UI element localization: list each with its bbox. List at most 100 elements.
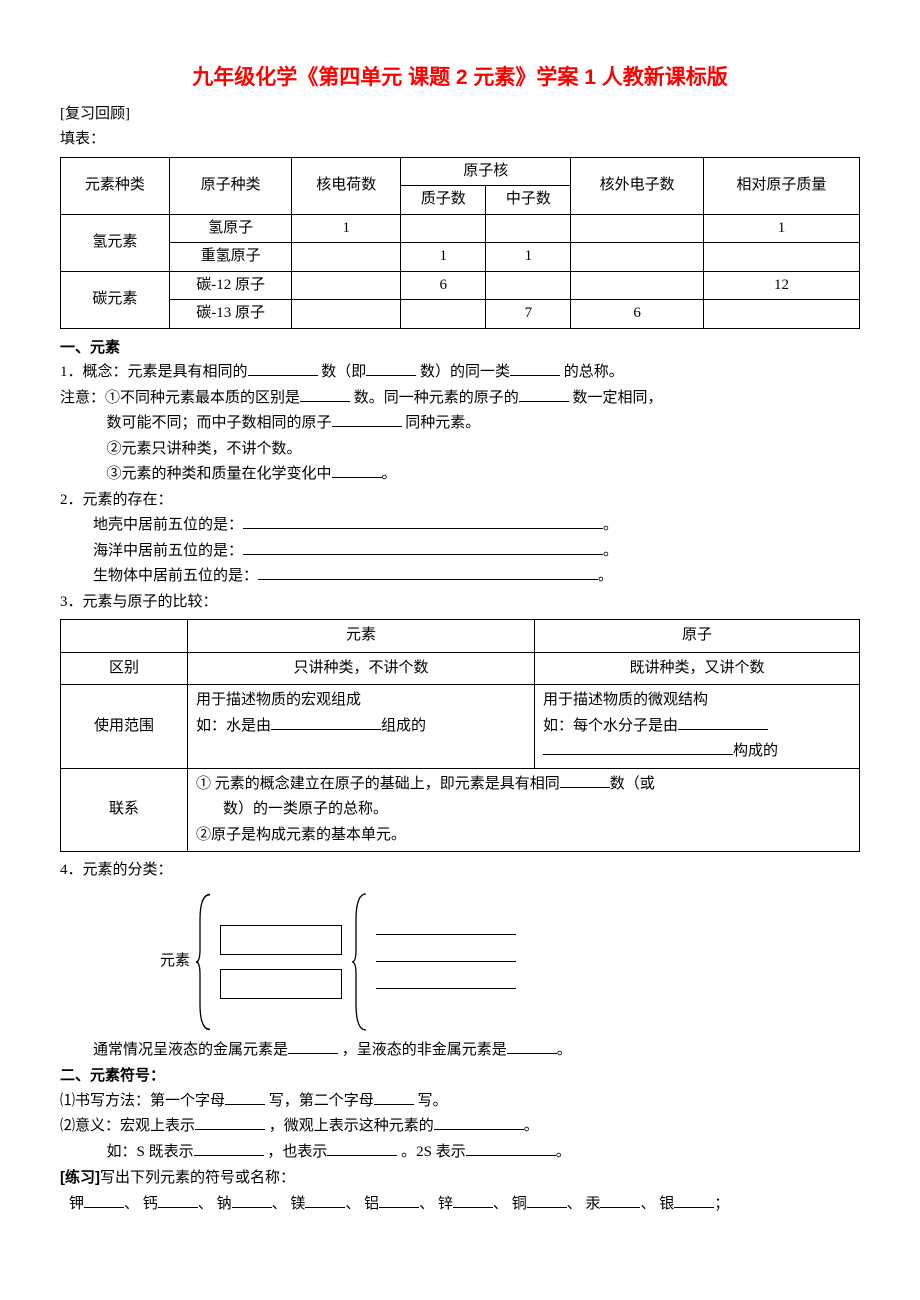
cell: 联系 xyxy=(61,768,188,852)
cell xyxy=(292,300,401,329)
blank xyxy=(332,411,402,427)
blank-line xyxy=(376,934,516,935)
cell: 6 xyxy=(571,300,703,329)
th-atom-type: 原子种类 xyxy=(169,157,292,214)
blank xyxy=(543,739,733,755)
table-row: 碳元素 碳-12 原子 6 12 xyxy=(61,271,860,300)
blank xyxy=(258,564,598,580)
note-3: ③元素的种类和质量在化学变化中。 xyxy=(60,462,860,488)
concept-line: 1．概念：元素是具有相同的 数（即 数）的同一类 的总称。 xyxy=(60,360,860,386)
tree-boxes xyxy=(212,919,350,1005)
blank-line xyxy=(376,988,516,989)
cell xyxy=(401,300,486,329)
th-nucleus: 原子核 xyxy=(401,157,571,186)
blank xyxy=(271,714,381,730)
th-protons: 质子数 xyxy=(401,186,486,215)
blank xyxy=(560,772,610,788)
blank xyxy=(288,1038,338,1054)
cell: 区别 xyxy=(61,652,188,685)
blank xyxy=(305,1192,345,1208)
cell: 使用范围 xyxy=(61,685,188,769)
blank xyxy=(300,386,350,402)
blank xyxy=(600,1192,640,1208)
fill-label: 填表： xyxy=(60,127,860,153)
blank-box xyxy=(220,925,342,955)
blank-line xyxy=(376,961,516,962)
element-list: 钾、 钙、 钠、 镁、 铝、 锌、 铜、 汞、 银； xyxy=(60,1192,860,1218)
review-label: [复习回顾] xyxy=(60,102,860,128)
existence-crust: 地壳中居前五位的是：。 xyxy=(60,513,860,539)
blank xyxy=(379,1192,419,1208)
cell: 碳元素 xyxy=(61,271,170,328)
th-rel-mass: 相对原子质量 xyxy=(703,157,859,214)
table-row: 氢元素 氢原子 1 1 xyxy=(61,214,860,243)
cell xyxy=(486,271,571,300)
section-2-heading: 二、元素符号： xyxy=(60,1063,860,1089)
cell: 7 xyxy=(486,300,571,329)
th-electrons: 核外电子数 xyxy=(571,157,703,214)
th-element-type: 元素种类 xyxy=(61,157,170,214)
blank-box xyxy=(220,969,342,999)
classify-heading: 4．元素的分类： xyxy=(60,858,860,884)
blank xyxy=(327,1140,397,1156)
blank xyxy=(366,360,416,376)
cell: ① 元素的概念建立在原子的基础上，即元素是具有相同数（或 数）的一类原子的总称。… xyxy=(188,768,860,852)
compare-heading: 3．元素与原子的比较： xyxy=(60,590,860,616)
example-line: 如：S 既表示 ，也表示 。2S 表示。 xyxy=(60,1140,860,1166)
blank xyxy=(510,360,560,376)
note-2: ②元素只讲种类，不讲个数。 xyxy=(60,437,860,463)
blank xyxy=(374,1089,414,1105)
cell: 用于描述物质的宏观组成 如：水是由组成的 xyxy=(188,685,535,769)
cell: 12 xyxy=(703,271,859,300)
cell: 原子 xyxy=(535,620,860,653)
blank xyxy=(248,360,318,376)
tree-label: 元素 xyxy=(160,949,190,975)
note-1b: 数可能不同；而中子数相同的原子 同种元素。 xyxy=(60,411,860,437)
th-nuclear-charge: 核电荷数 xyxy=(292,157,401,214)
blank xyxy=(453,1192,493,1208)
meaning-line: ⑵意义：宏观上表示 ，微观上表示这种元素的。 xyxy=(60,1114,860,1140)
blank xyxy=(507,1038,557,1054)
blank xyxy=(678,714,768,730)
compare-table: 元素 原子 区别 只讲种类，不讲个数 既讲种类，又讲个数 使用范围 用于描述物质… xyxy=(60,619,860,852)
blank xyxy=(332,462,382,478)
blank xyxy=(225,1089,265,1105)
blank xyxy=(194,1140,264,1156)
cell: 只讲种类，不讲个数 xyxy=(188,652,535,685)
writing-method-line: ⑴书写方法：第一个字母 写，第二个字母 写。 xyxy=(60,1089,860,1115)
page-title: 九年级化学《第四单元 课题 2 元素》学案 1 人教新课标版 xyxy=(60,60,860,96)
blank xyxy=(519,386,569,402)
table-row: 重氢原子 1 1 xyxy=(61,243,860,272)
cell: 重氢原子 xyxy=(169,243,292,272)
practice-heading: [练习]写出下列元素的符号或名称： xyxy=(60,1165,860,1192)
cell: 氢元素 xyxy=(61,214,170,271)
cell xyxy=(703,243,859,272)
blank xyxy=(434,1114,524,1130)
existence-heading: 2．元素的存在： xyxy=(60,488,860,514)
existence-bio: 生物体中居前五位的是：。 xyxy=(60,564,860,590)
note-1: 注意：①不同种元素最本质的区别是 数。同一种元素的原子的 数一定相同， xyxy=(60,386,860,412)
cell: 6 xyxy=(401,271,486,300)
cell: 元素 xyxy=(188,620,535,653)
blank xyxy=(158,1192,198,1208)
cell: 用于描述物质的微观结构 如：每个水分子是由 构成的 xyxy=(535,685,860,769)
section-1-heading: 一、元素 xyxy=(60,335,860,361)
th-neutrons: 中子数 xyxy=(486,186,571,215)
blank xyxy=(674,1192,714,1208)
cell: 既讲种类，又讲个数 xyxy=(535,652,860,685)
cell xyxy=(571,243,703,272)
cell: 氢原子 xyxy=(169,214,292,243)
cell: 1 xyxy=(703,214,859,243)
cell: 1 xyxy=(486,243,571,272)
cell xyxy=(292,243,401,272)
blank xyxy=(195,1114,265,1130)
cell: 碳-13 原子 xyxy=(169,300,292,329)
brace-icon xyxy=(350,892,368,1032)
cell xyxy=(571,214,703,243)
review-table: 元素种类 原子种类 核电荷数 原子核 核外电子数 相对原子质量 质子数 中子数 … xyxy=(60,157,860,329)
cell xyxy=(571,271,703,300)
blank xyxy=(232,1192,272,1208)
cell: 1 xyxy=(292,214,401,243)
cell xyxy=(401,214,486,243)
table-row: 碳-13 原子 7 6 xyxy=(61,300,860,329)
